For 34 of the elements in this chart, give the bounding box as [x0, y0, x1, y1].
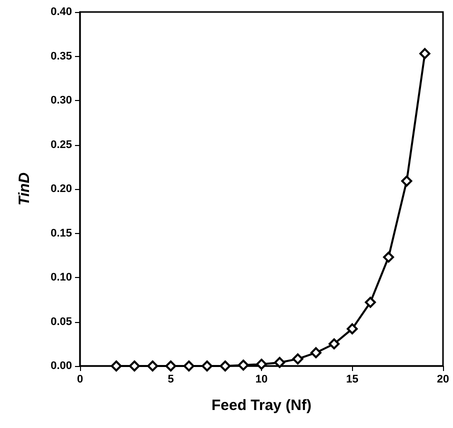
x-tick-label: 15	[346, 374, 358, 386]
point	[419, 48, 430, 60]
y-axis-title: TinD	[16, 172, 33, 206]
y-tick-label: 0.30	[50, 94, 72, 106]
y-tick-label: 0.00	[50, 360, 72, 372]
y-tick-label: 0.15	[50, 227, 72, 240]
point	[364, 296, 376, 308]
point	[256, 358, 267, 370]
x-tick-label: 10	[255, 374, 268, 386]
point	[183, 360, 194, 372]
point	[110, 360, 122, 372]
point	[147, 360, 158, 372]
y-tick-label: 0.25	[50, 138, 72, 151]
point	[328, 338, 340, 350]
y-tick-label: 0.40	[50, 6, 72, 18]
x-axis-title: Feed Tray (Nf)	[211, 397, 312, 414]
y-tick-label: 0.20	[50, 183, 72, 195]
point	[383, 252, 394, 263]
point	[292, 353, 304, 364]
x-tick-label: 5	[168, 374, 174, 386]
point	[220, 360, 231, 372]
point	[310, 347, 322, 358]
point	[128, 360, 140, 372]
x-tick-label: 0	[76, 374, 84, 386]
y-tick-label: 0.10	[50, 272, 72, 284]
x-tick-label: 20	[436, 374, 450, 386]
point	[238, 360, 249, 371]
point	[401, 176, 412, 187]
point	[346, 323, 358, 334]
point	[165, 360, 176, 372]
point	[274, 356, 286, 368]
y-tick-label: 0.35	[50, 50, 72, 62]
point	[202, 360, 213, 372]
y-tick-label: 0.05	[50, 316, 72, 328]
